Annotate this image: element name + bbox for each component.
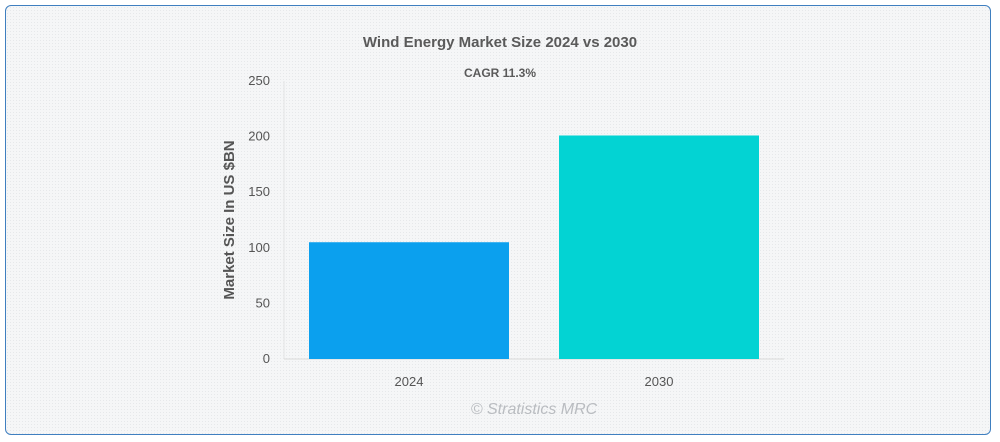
x-axis-ticks: 2024 2030: [395, 374, 674, 389]
y-tick-label: 100: [248, 240, 270, 255]
x-tick-label: 2030: [645, 374, 674, 389]
y-tick-label: 0: [263, 351, 270, 366]
y-axis-ticks: 0 50 100 150 200 250: [248, 73, 270, 366]
y-tick-label: 200: [248, 129, 270, 144]
x-tick-label: 2024: [395, 374, 424, 389]
y-axis-label: Market Size In US $BN: [221, 140, 238, 299]
y-tick-label: 50: [256, 295, 270, 310]
y-tick-label: 150: [248, 184, 270, 199]
chart-subtitle: CAGR 11.3%: [464, 66, 536, 80]
y-tick-label: 250: [248, 73, 270, 88]
chart-card: [5, 5, 991, 435]
chart-title: Wind Energy Market Size 2024 vs 2030: [363, 34, 637, 51]
bar-2024: [309, 242, 509, 359]
bar-2030: [559, 135, 759, 359]
bars-group: [309, 135, 759, 359]
watermark: © Stratistics MRC: [471, 401, 598, 418]
